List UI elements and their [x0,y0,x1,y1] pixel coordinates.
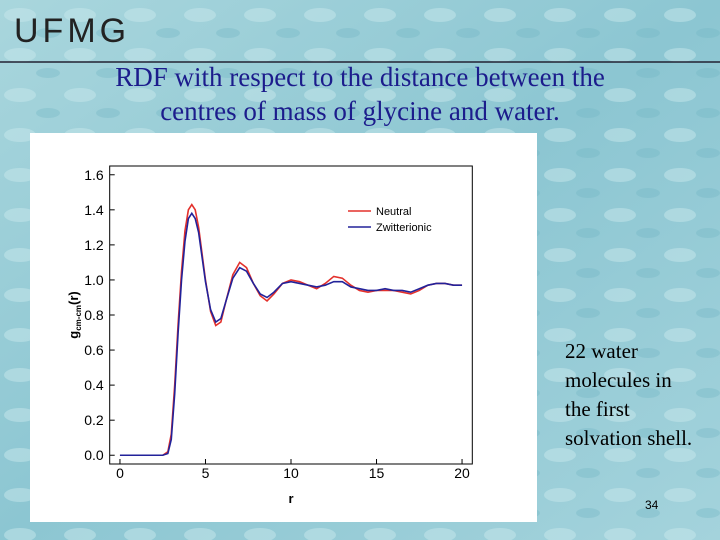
y-axis-label: gcm-cm(r) [66,291,83,338]
x-tick-label: 10 [283,465,299,481]
y-tick-label: 1.2 [84,237,104,253]
y-axis-label-part: cm-cm [74,305,83,331]
x-tick-label: 0 [116,465,124,481]
series-line [119,211,463,457]
y-axis-label-part: (r) [66,291,81,305]
y-tick-label: 0.0 [84,447,104,463]
x-tick-label: 5 [202,465,210,481]
y-tick-label: 1.4 [84,202,104,218]
note-line: solvation shell. [565,426,692,450]
y-tick-label: 0.2 [84,412,104,428]
note-line: 22 water [565,339,638,363]
note: 22 water molecules in the first solvatio… [565,339,692,450]
logo: UFMG [14,12,130,50]
y-tick-label: 1.0 [84,272,104,288]
note-line: molecules in [565,368,672,392]
legend-label: Zwitterionic [376,222,432,234]
page-number: 34 [645,498,659,512]
note-line: the first [565,397,630,421]
y-tick-label: 1.6 [84,167,104,183]
y-tick-label: 0.4 [84,377,104,393]
slide-title: centres of mass of glycine and water. [160,96,560,126]
x-axis-label: r [288,491,293,506]
y-tick-label: 0.8 [84,307,104,323]
x-tick-label: 20 [454,465,470,481]
chart: 0.0 0.2 0.4 0.6 0.8 1.0 1.2 1.4 1.6 0 5 10 15 20 r gcm-… [66,165,473,506]
x-tick-label: 15 [369,465,385,481]
slide-title: RDF with respect to the distance between… [115,62,605,92]
legend-label: Neutral [376,206,411,218]
y-axis-label-part: g [66,331,81,339]
chart-panel [30,133,537,522]
y-tick-label: 0.6 [84,342,104,358]
